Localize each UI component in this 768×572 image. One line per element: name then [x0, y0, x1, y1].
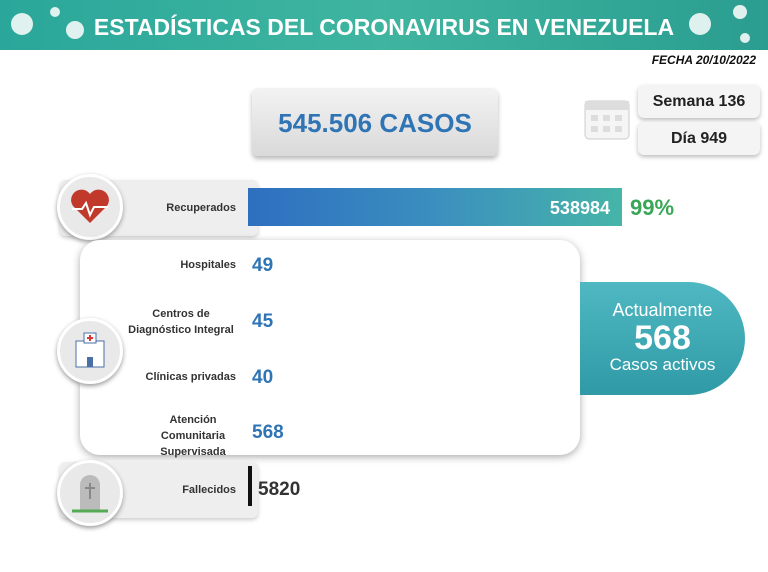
calendar-icon: [584, 100, 630, 140]
care-panel: [80, 240, 580, 455]
total-cases: 545.506 CASOS: [252, 88, 498, 156]
care-label: Hospitales: [180, 259, 236, 271]
hospital-icon: [57, 318, 123, 384]
recovered-value: 538984: [549, 198, 610, 218]
recovered-percent: 99%: [630, 195, 675, 220]
care-value: 49: [252, 255, 274, 276]
deaths-bar: [248, 466, 252, 506]
header-decoration: [11, 5, 750, 43]
care-value: 568: [252, 422, 284, 443]
recovered-bar: [248, 188, 622, 226]
care-label: Clínicas privadas: [145, 371, 237, 383]
week: Semana 136: [638, 85, 760, 118]
header-band: [0, 0, 768, 50]
grave-icon: [57, 460, 123, 526]
active-value: 568: [634, 319, 691, 357]
care-value: 45: [252, 311, 274, 332]
date: FECHA 20/10/2022: [651, 53, 756, 67]
active-suffix: Casos activos: [609, 355, 716, 374]
title: ESTADÍSTICAS DEL CORONAVIRUS EN VENEZUEL…: [93, 14, 675, 40]
deaths-label: Fallecidos: [182, 484, 236, 496]
deaths-value: 5820: [258, 479, 301, 500]
care-label: Atención Comunitaria Supervisada: [160, 414, 226, 458]
day: Día 949: [638, 122, 760, 155]
recovered-label: Recuperados: [166, 202, 236, 214]
heart-icon: [57, 174, 123, 240]
active-prefix: Actualmente: [612, 300, 713, 320]
active-box: Actualmente 568 Casos activos: [580, 282, 745, 395]
care-value: 40: [252, 367, 274, 388]
care-label: Centros de Diagnóstico Integral: [128, 308, 234, 336]
